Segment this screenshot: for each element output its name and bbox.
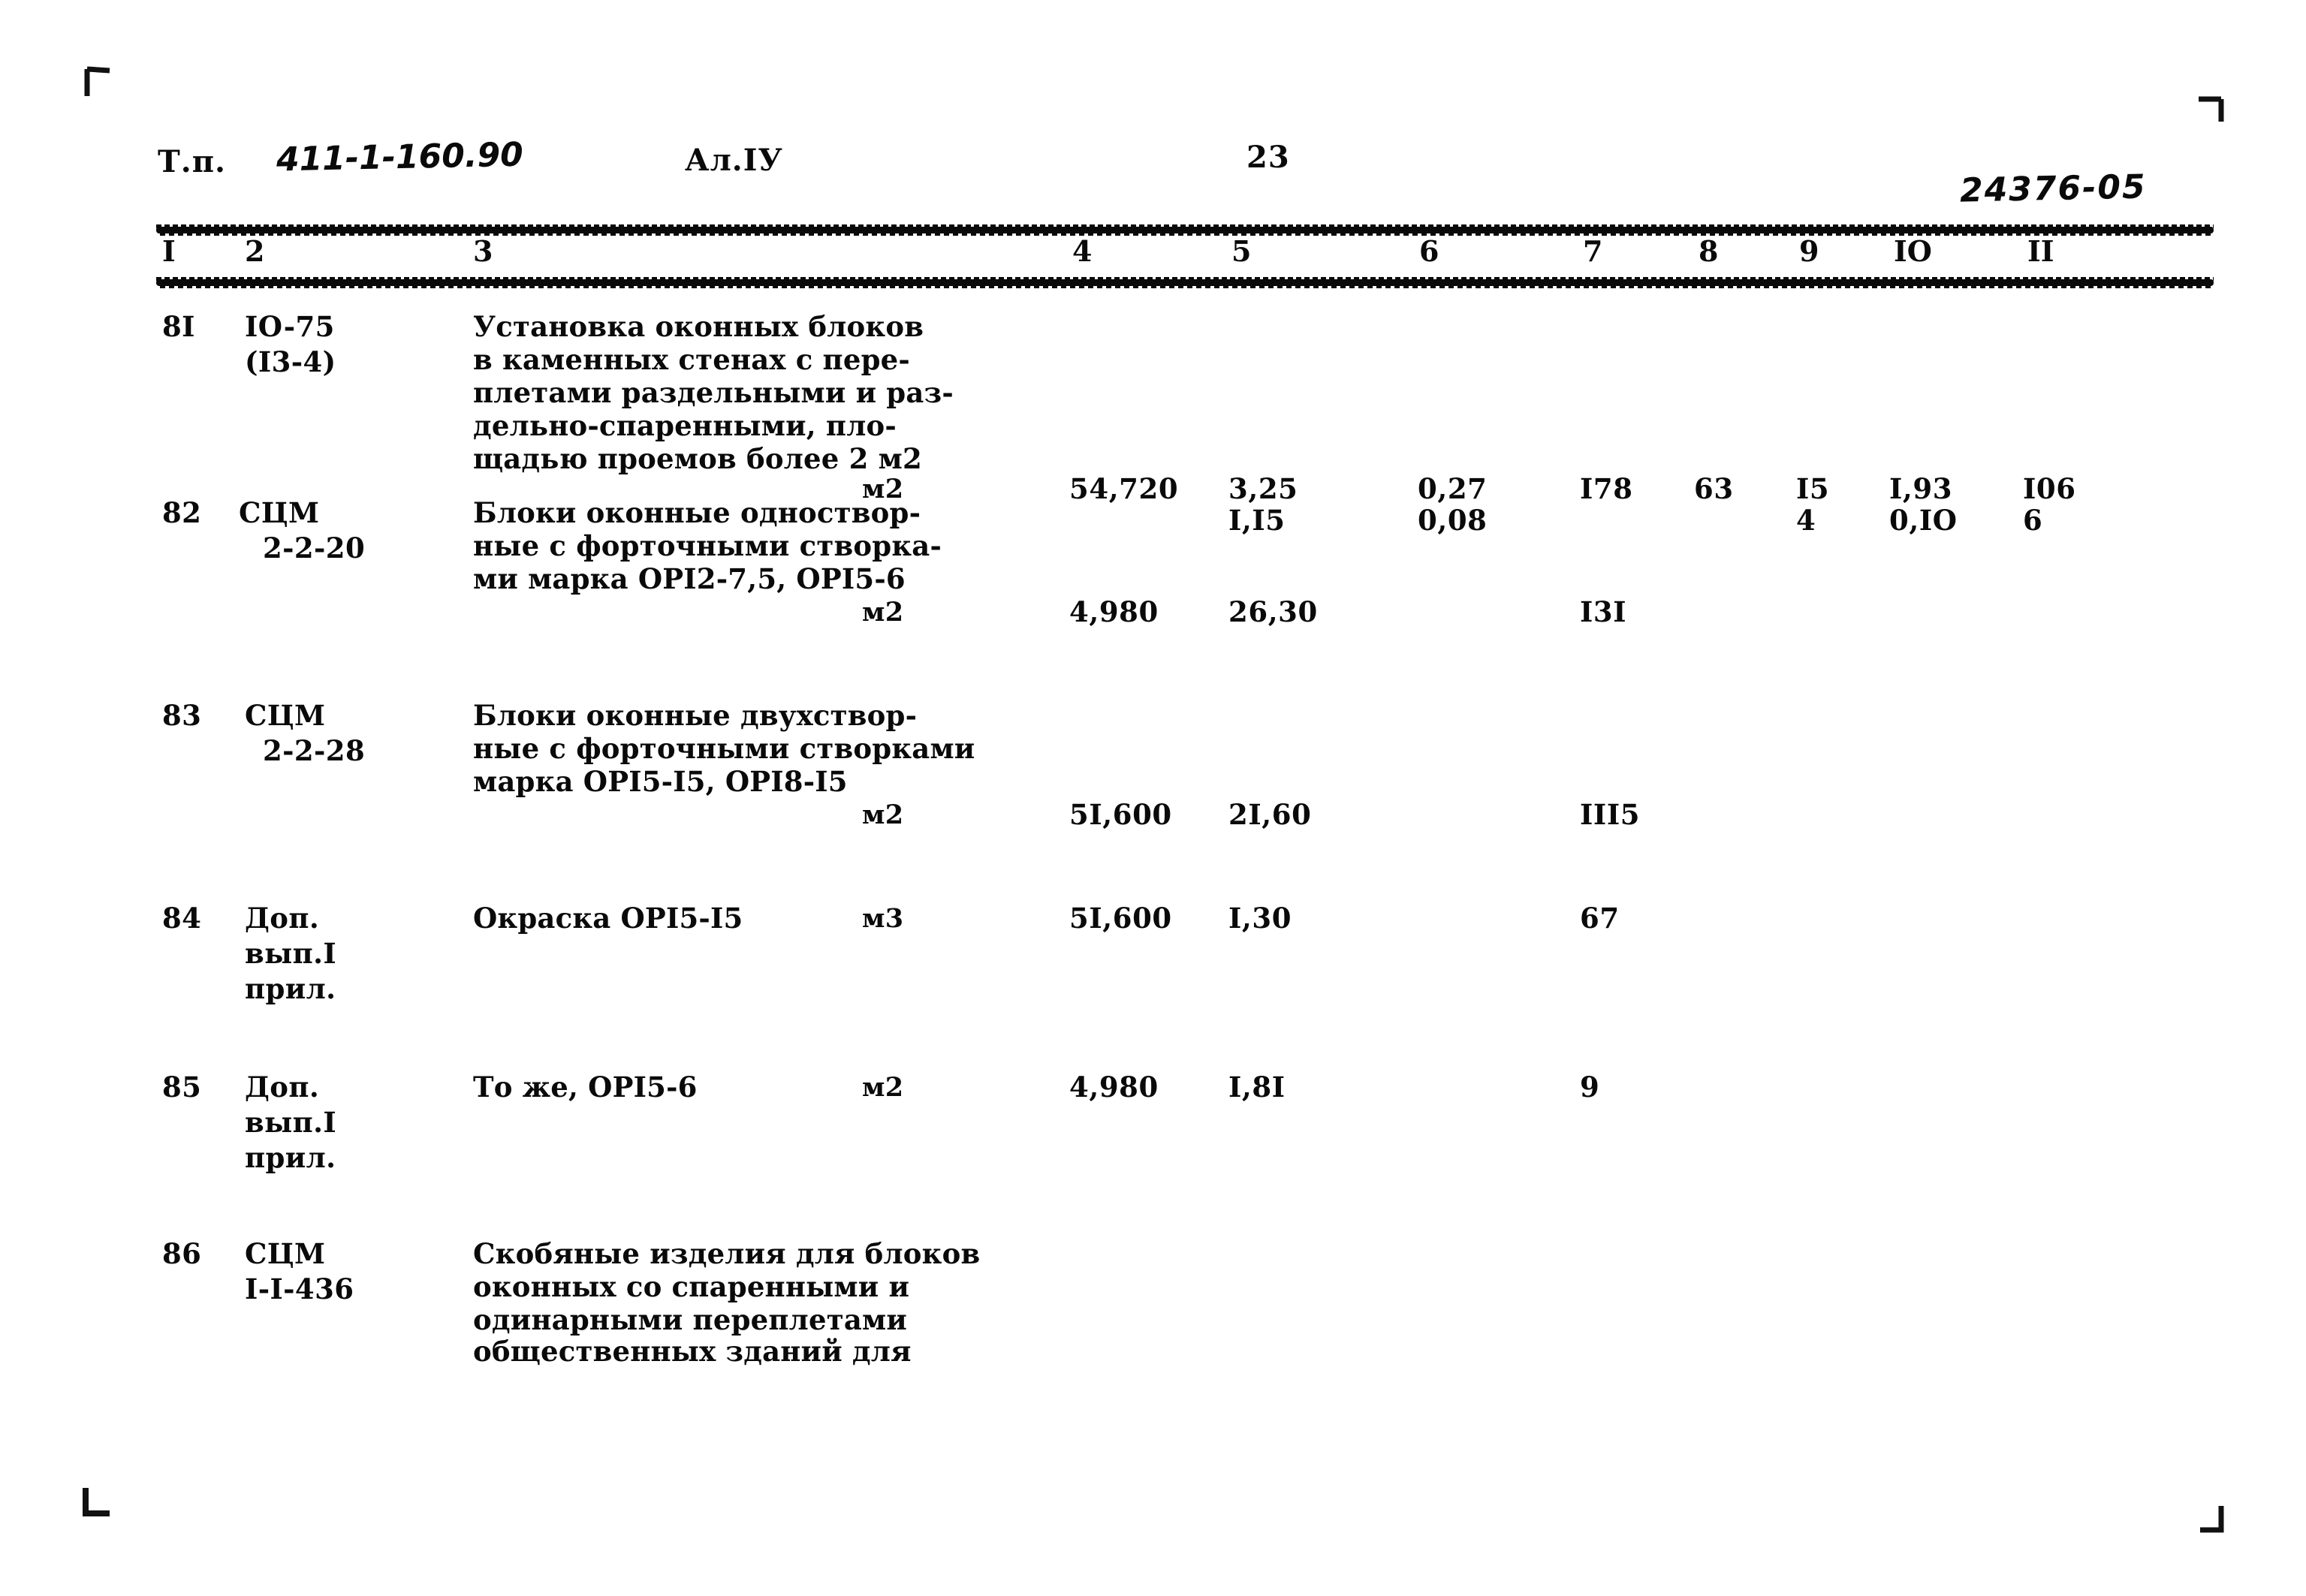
row-description-line: ми марка ОРI2-7,5, ОРI5-6 [473, 562, 906, 595]
row-value-col4: 5I,600 [1069, 798, 1172, 831]
row-code-line: 2-2-20 [263, 531, 366, 565]
table-row: 8I IO-75 (I3-4) Установка оконных блоков… [0, 300, 2306, 537]
document-header: Т.п. 411-1-160.90 Ал.IУ 23 24376-05 [0, 136, 2306, 210]
row-code-line: СЦМ [245, 699, 326, 732]
column-number-5: 5 [1231, 234, 1252, 268]
row-value-col5: 3,25 [1228, 472, 1298, 505]
row-description-line: То же, ОРI5-6 [473, 1071, 698, 1104]
table-column-number-row: I 2 3 4 5 6 7 8 9 IO II [0, 234, 2306, 279]
column-number-9: 9 [1799, 234, 1819, 268]
row-description-line: Скобяные изделия для блоков [473, 1237, 981, 1270]
row-description-line: марка ОРI5-I5, ОРI8-I5 [473, 765, 848, 798]
album-label: Ал.IУ [685, 143, 783, 178]
row-code-line: СЦМ [239, 496, 320, 529]
row-value-col11: I06 [2023, 472, 2076, 505]
row-value-col4: 5I,600 [1069, 902, 1172, 935]
table-row: 84 Доп. вып.I прил. Окраска ОРI5-I5 м3 5… [0, 893, 2306, 1062]
row-description-line: Блоки оконные одноствор- [473, 496, 921, 529]
row-description-line: плетами раздельными и раз- [473, 376, 954, 409]
row-number: 8I [162, 310, 195, 343]
row-value-col6: 0,27 [1418, 472, 1488, 505]
row-description-line: Окраска ОРI5-I5 [473, 902, 743, 935]
row-code-line: вып.I [245, 1106, 337, 1139]
row-code-line: прил. [245, 1141, 336, 1174]
row-unit: м2 [862, 597, 904, 628]
row-value-col9: I5 [1796, 472, 1830, 505]
row-value-col10: I,93 [1889, 472, 1953, 505]
table-rule-bottom [156, 277, 2214, 288]
column-number-8: 8 [1699, 234, 1719, 268]
page-number: 23 [1246, 140, 1290, 175]
row-code-line: вып.I [245, 937, 337, 970]
row-code-line: Доп. [245, 902, 320, 935]
row-description-line: одинарными переплетами [473, 1303, 907, 1336]
row-value-col10b: 0,IO [1889, 504, 1958, 537]
row-value-col5: I,8I [1228, 1071, 1286, 1104]
row-value-col5: I,30 [1228, 902, 1292, 935]
row-number: 82 [162, 496, 202, 529]
row-description-line: общественных зданий для [473, 1335, 912, 1368]
row-code-line: СЦМ [245, 1237, 326, 1270]
row-value-col7: 9 [1580, 1071, 1600, 1104]
project-type-code: 411-1-160.90 [276, 135, 524, 179]
row-value-col11b: 6 [2023, 504, 2043, 537]
column-number-7: 7 [1583, 234, 1603, 268]
crop-mark-bottom-left [81, 1485, 114, 1518]
row-value-col5b: I,I5 [1228, 504, 1286, 537]
table-row: 85 Доп. вып.I прил. То же, ОРI5-6 м2 4,9… [0, 1062, 2306, 1229]
crop-mark-bottom-right [2193, 1501, 2226, 1534]
row-value-col8: 63 [1694, 472, 1734, 505]
table-row: 86 СЦМ I-I-436 Скобяные изделия для блок… [0, 1229, 2306, 1379]
row-unit: м2 [862, 474, 904, 504]
project-type-label: Т.п. [158, 144, 226, 179]
column-number-11: II [2027, 234, 2054, 268]
row-description-line: щадью проемов более 2 м2 [473, 442, 922, 475]
archive-code: 24376-05 [1959, 167, 2148, 210]
row-code-line: IO-75 [245, 310, 335, 343]
row-description-line: ные с форточными створками [473, 732, 975, 765]
row-number: 84 [162, 902, 202, 935]
column-number-6: 6 [1419, 234, 1439, 268]
row-code-line: Доп. [245, 1071, 320, 1104]
row-value-col4: 4,980 [1069, 1071, 1159, 1104]
row-value-col6b: 0,08 [1418, 504, 1488, 537]
row-unit: м2 [862, 1072, 904, 1103]
column-number-10: IO [1894, 234, 1932, 268]
row-number: 83 [162, 699, 202, 732]
row-description-line: оконных со спаренными и [473, 1270, 910, 1303]
table-body: 8I IO-75 (I3-4) Установка оконных блоков… [0, 300, 2306, 1379]
row-description-line: дельно-спаренными, пло- [473, 409, 897, 442]
row-description-line: Установка оконных блоков [473, 310, 924, 343]
row-value-col7: 67 [1580, 902, 1620, 935]
table-row: 83 СЦМ 2-2-28 Блоки оконные двухствор- н… [0, 691, 2306, 893]
column-number-3: 3 [473, 234, 493, 268]
row-description-line: в каменных стенах с пере- [473, 343, 910, 376]
row-code-line: I-I-436 [245, 1272, 354, 1305]
row-value-col5: 26,30 [1228, 595, 1318, 628]
table-row: 82 СЦМ 2-2-20 Блоки оконные одноствор- н… [0, 488, 2306, 691]
row-value-col7: I3I [1580, 595, 1627, 628]
row-unit: м2 [862, 800, 904, 830]
column-number-2: 2 [245, 234, 265, 268]
row-code-line: (I3-4) [245, 345, 336, 378]
row-value-col5: 2I,60 [1228, 798, 1312, 831]
row-value-col7: III5 [1580, 798, 1641, 831]
row-value-col4: 4,980 [1069, 595, 1159, 628]
row-unit: м3 [862, 903, 904, 934]
row-number: 86 [162, 1237, 202, 1270]
crop-mark-top-left [84, 66, 117, 99]
column-number-1: I [162, 234, 176, 268]
row-description-line: ные с форточными створка- [473, 529, 942, 562]
row-value-col4: 54,720 [1069, 472, 1179, 505]
row-code-line: прил. [245, 972, 336, 1005]
row-value-col9b: 4 [1796, 504, 1816, 537]
column-number-4: 4 [1072, 234, 1093, 268]
row-value-col7: I78 [1580, 472, 1633, 505]
row-description-line: Блоки оконные двухствор- [473, 699, 918, 732]
table-rule-top [156, 224, 2214, 236]
row-code-line: 2-2-28 [263, 734, 366, 767]
row-number: 85 [162, 1071, 202, 1104]
crop-mark-top-right [2191, 96, 2224, 129]
